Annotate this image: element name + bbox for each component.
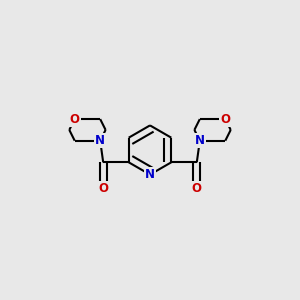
Text: O: O — [98, 182, 108, 195]
Text: N: N — [195, 134, 205, 147]
Text: N: N — [145, 168, 155, 181]
Text: O: O — [220, 112, 230, 126]
Text: O: O — [70, 112, 80, 126]
Text: O: O — [192, 182, 202, 195]
Text: N: N — [95, 134, 105, 147]
